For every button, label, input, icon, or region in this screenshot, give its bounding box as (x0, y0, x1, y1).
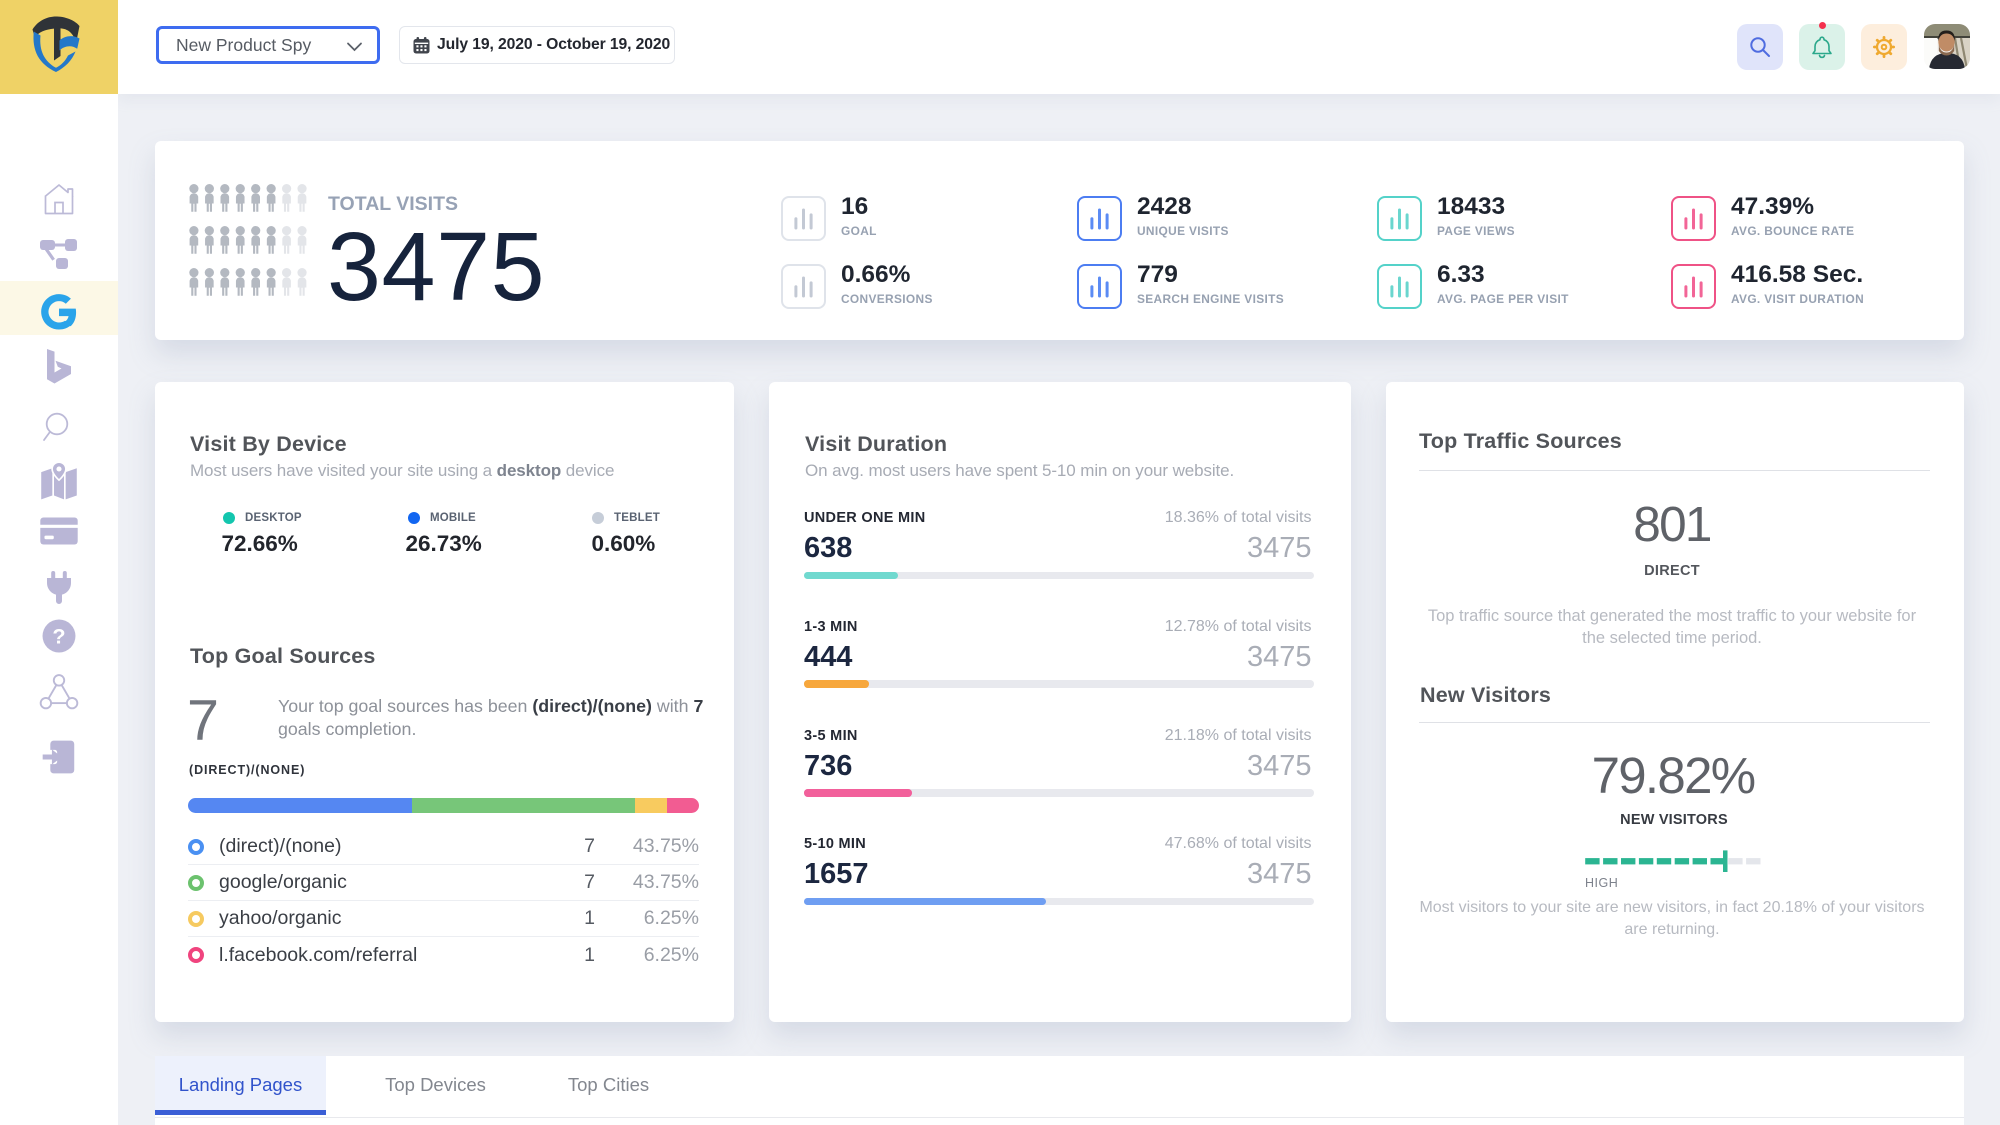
svg-text:?: ? (52, 624, 65, 649)
